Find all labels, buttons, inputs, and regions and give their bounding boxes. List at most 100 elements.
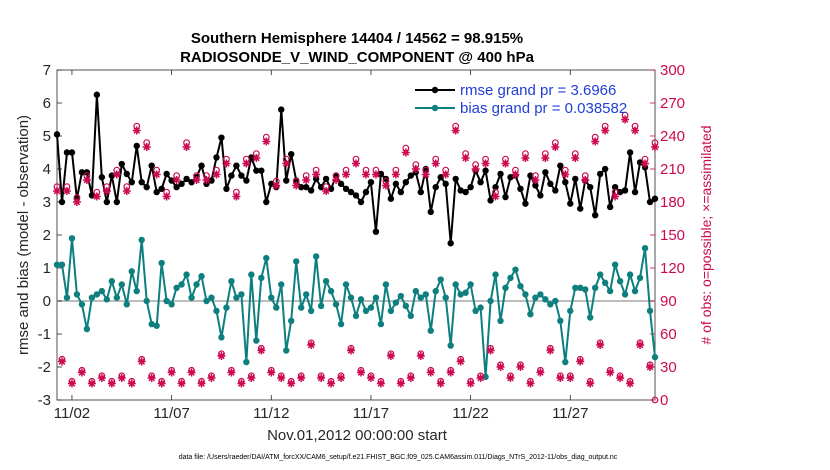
obs-assimilated-marker [441, 170, 450, 179]
obs-assimilated-marker [646, 363, 655, 371]
obs-assimilated-marker [322, 187, 331, 195]
obs-assimilated-marker [107, 379, 116, 388]
obs-assimilated-marker [626, 379, 635, 388]
y-right-tick-label: 60 [660, 326, 677, 343]
obs-assimilated-marker [376, 379, 385, 388]
obs-assimilated-marker [317, 374, 326, 382]
bias-point [283, 347, 290, 354]
bias-point [606, 287, 614, 295]
obs-assimilated-marker [546, 346, 555, 355]
obs-assimilated-marker [262, 137, 271, 146]
rmse-point [163, 170, 170, 178]
y-right-tick-label: 90 [660, 293, 677, 310]
rmse-point [626, 149, 634, 156]
obs-assimilated-marker [302, 176, 311, 184]
obs-assimilated-marker [516, 363, 525, 371]
bias-point [452, 281, 459, 288]
obs-assimilated-marker [631, 126, 640, 135]
y-tick-label: 0 [43, 293, 51, 310]
rmse-point [606, 203, 614, 211]
obs-assimilated-marker [446, 368, 455, 377]
obs-assimilated-marker [182, 143, 191, 151]
bias-point [387, 307, 395, 315]
bias-point [592, 284, 599, 291]
rmse-point [542, 169, 549, 176]
obs-assimilated-marker [97, 374, 106, 382]
rmse-point [258, 167, 265, 174]
bias-point [158, 259, 165, 267]
obs-assimilated-marker [486, 346, 495, 355]
bias-point [557, 317, 564, 324]
obs-assimilated-marker [62, 187, 71, 195]
rmse-point [288, 150, 295, 158]
bias-point [567, 307, 574, 315]
bias-point [641, 245, 649, 252]
bias-point [492, 271, 499, 278]
y-tick-label: 7 [43, 62, 51, 79]
rmse-point [462, 188, 469, 196]
bias-point [447, 342, 454, 349]
plot-frame [56, 69, 656, 401]
obs-assimilated-marker [461, 154, 470, 162]
bias-point [223, 304, 230, 311]
bias-point [532, 294, 539, 301]
y-axis-label-right: # of obs: o=possible; ×=assimilated [698, 125, 714, 344]
y-right-tick-label: 120 [660, 260, 685, 277]
rmse-point [537, 192, 544, 199]
rmse-point [547, 180, 554, 188]
bias-point [193, 281, 200, 288]
bias-point [392, 299, 400, 306]
y-axis-label-left: rmse and bias (model - observation) [15, 115, 32, 355]
rmse-point [253, 167, 260, 174]
rmse-point [317, 183, 325, 191]
rmse-point [557, 162, 564, 169]
bias-point [577, 284, 584, 291]
rmse-point [178, 180, 185, 188]
obs-assimilated-marker [277, 374, 286, 382]
obs-assimilated-marker [606, 368, 615, 377]
bias-point [582, 286, 589, 293]
bias-point [596, 271, 604, 278]
bias-point [467, 281, 474, 288]
rmse-point [238, 172, 245, 179]
obs-assimilated-marker [651, 143, 659, 151]
rmse-point [646, 198, 654, 206]
legend-bias-marker [431, 104, 439, 112]
rmse-point [497, 170, 504, 178]
bias-point [208, 294, 215, 301]
bias-point [572, 284, 579, 291]
bias-point [552, 297, 559, 305]
rmse-point [342, 185, 350, 192]
bias-point [138, 236, 145, 244]
y-right-tick-label: 300 [660, 62, 685, 79]
legend-rmse-marker [431, 86, 439, 94]
rmse-point [596, 170, 604, 178]
obs-assimilated-marker [436, 379, 445, 388]
bias-point [83, 325, 91, 333]
obs-assimilated-marker [312, 170, 321, 179]
bias-point [188, 294, 195, 301]
rmse-point [527, 172, 534, 179]
obs-assimilated-marker [192, 176, 201, 184]
bias-point [58, 261, 66, 268]
obs-assimilated-marker [212, 170, 221, 179]
rmse-point [168, 177, 175, 184]
rmse-point [457, 187, 464, 194]
obs-assimilated-marker [501, 159, 510, 168]
obs-assimilated-marker [152, 170, 161, 179]
obs-assimilated-marker [252, 154, 261, 162]
bias-point [457, 291, 464, 298]
rmse-point [587, 183, 594, 191]
obs-assimilated-marker [526, 379, 535, 388]
obs-assimilated-marker [576, 357, 585, 366]
obs-assimilated-marker [496, 363, 505, 371]
y-tick-label: 5 [43, 128, 51, 145]
y-right-tick-label: 150 [660, 227, 685, 244]
bias-point [128, 268, 135, 275]
obs-assimilated-marker [506, 374, 515, 382]
rmse-point [367, 179, 375, 186]
rmse-point [223, 185, 230, 192]
bias-point [113, 294, 121, 301]
bias-point [442, 294, 449, 301]
obs-assimilated-marker [451, 126, 460, 135]
